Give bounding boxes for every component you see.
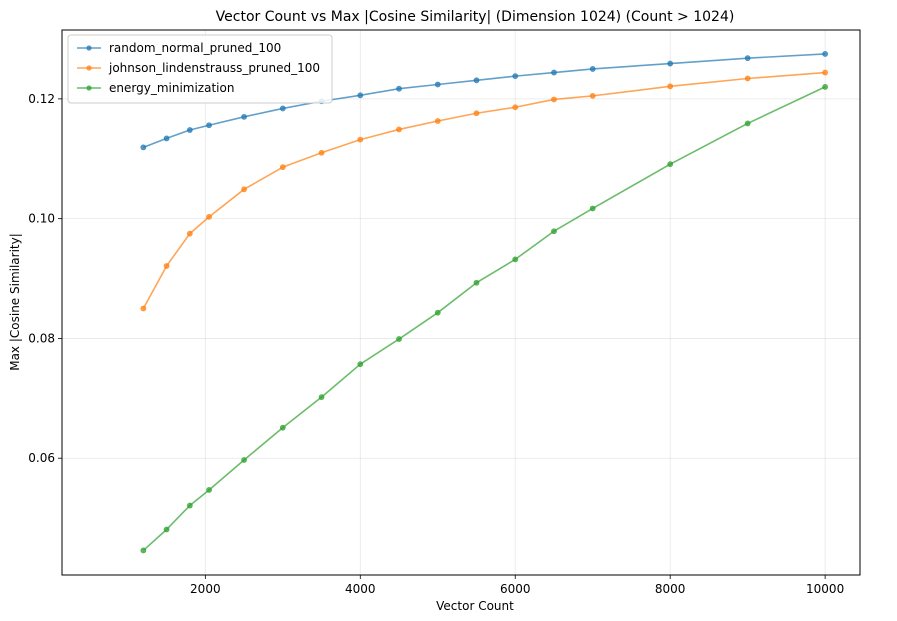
x-tick-label: 6000 — [500, 582, 531, 596]
data-point — [163, 526, 170, 533]
x-axis-label: Vector Count — [436, 599, 514, 613]
data-point — [140, 144, 147, 151]
data-point — [434, 309, 441, 316]
plot-frame — [61, 29, 861, 576]
data-point — [473, 77, 480, 84]
legend-label: johnson_lindenstrauss_pruned_100 — [108, 61, 320, 75]
data-point — [512, 256, 519, 263]
series-johnson_lindenstrauss_pruned_100 — [140, 69, 829, 312]
y-tick-label: 0.12 — [28, 92, 55, 106]
data-point — [241, 113, 247, 120]
data-point — [744, 120, 751, 127]
data-point — [667, 83, 674, 90]
data-point — [396, 85, 402, 92]
legend-swatch-marker — [86, 45, 92, 51]
series-energy_minimization — [140, 83, 829, 554]
data-point — [822, 83, 829, 90]
y-tick-label: 0.10 — [28, 212, 55, 226]
data-point — [551, 96, 557, 103]
x-tick-label: 8000 — [655, 582, 686, 596]
data-point — [241, 457, 247, 463]
data-point — [667, 161, 674, 168]
data-point — [163, 263, 170, 269]
data-point — [163, 135, 170, 142]
data-point — [744, 75, 751, 82]
legend-swatch-marker — [86, 85, 92, 91]
data-point — [140, 305, 147, 312]
x-tick-label: 2000 — [190, 582, 221, 596]
legend-box — [67, 34, 333, 104]
data-point — [512, 104, 519, 111]
legend-entry: energy_minimization — [77, 81, 234, 95]
data-point — [822, 51, 829, 57]
legend-label: energy_minimization — [109, 81, 234, 95]
data-point — [279, 164, 286, 171]
data-point — [512, 73, 519, 80]
data-point — [589, 66, 596, 72]
axis-ticks: 2000 4000 6000 8000 10000 0.06 0.08 0.10 0.12 — [28, 92, 844, 596]
data-point — [744, 55, 751, 62]
data-point — [318, 149, 325, 156]
data-point — [396, 126, 402, 133]
x-tick-label: 4000 — [345, 582, 376, 596]
data-point — [186, 502, 193, 509]
data-point — [357, 92, 364, 99]
data-point — [473, 110, 480, 117]
x-tick-label: 10000 — [806, 582, 844, 596]
data-point — [186, 230, 193, 237]
data-point — [589, 205, 596, 212]
data-point — [279, 105, 286, 112]
data-point — [473, 279, 480, 286]
legend-entry: johnson_lindenstrauss_pruned_100 — [77, 61, 320, 75]
data-point — [186, 127, 193, 133]
legend-label: random_normal_pruned_100 — [109, 41, 281, 55]
data-point — [140, 547, 147, 554]
data-point — [318, 394, 325, 401]
data-point — [589, 92, 596, 99]
data-point — [357, 136, 364, 143]
chart-title: Vector Count vs Max |Cosine Similarity| … — [216, 9, 735, 25]
y-axis-label: Max |Cosine Similarity| — [8, 233, 22, 371]
y-tick-label: 0.08 — [28, 331, 55, 345]
data-point — [206, 487, 212, 493]
data-point — [241, 186, 247, 193]
data-point — [667, 60, 674, 67]
data-point — [434, 81, 441, 88]
series-group — [140, 51, 829, 554]
data-point — [551, 69, 557, 76]
data-point — [357, 361, 364, 368]
data-point — [206, 213, 212, 220]
data-point — [279, 424, 286, 431]
legend-entry: random_normal_pruned_100 — [77, 41, 281, 55]
y-tick-label: 0.06 — [28, 451, 55, 465]
data-point — [551, 228, 557, 235]
legend-swatch-marker — [86, 65, 92, 71]
data-point — [822, 69, 829, 76]
data-point — [396, 336, 402, 342]
data-point — [434, 118, 441, 124]
series-random_normal_pruned_100 — [140, 51, 829, 151]
data-point — [206, 122, 212, 129]
legend: random_normal_pruned_100 johnson_lindenst… — [67, 34, 333, 104]
